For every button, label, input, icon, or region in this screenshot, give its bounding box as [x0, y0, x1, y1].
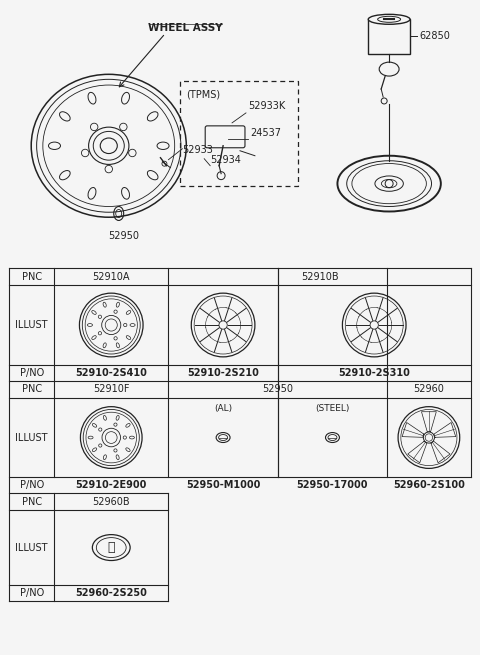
- Text: PNC: PNC: [22, 384, 42, 394]
- Text: 52910-2S310: 52910-2S310: [338, 368, 410, 378]
- Text: 52910B: 52910B: [301, 272, 338, 282]
- Text: ILLUST: ILLUST: [15, 542, 48, 553]
- Text: 52910-2S410: 52910-2S410: [75, 368, 147, 378]
- Text: 24537: 24537: [250, 128, 281, 138]
- Text: 52933K: 52933K: [248, 101, 285, 111]
- Text: WHEEL ASSY: WHEEL ASSY: [148, 24, 223, 33]
- Text: 52910-2S210: 52910-2S210: [187, 368, 259, 378]
- Text: 52950: 52950: [262, 384, 293, 394]
- Text: 52910A: 52910A: [93, 272, 130, 282]
- Text: 52910-2E900: 52910-2E900: [75, 480, 147, 491]
- Text: ILLUST: ILLUST: [15, 320, 48, 330]
- Text: 52960: 52960: [413, 384, 444, 394]
- Ellipse shape: [368, 14, 410, 24]
- Text: 52960B: 52960B: [93, 496, 130, 507]
- Text: 52960-2S250: 52960-2S250: [75, 588, 147, 598]
- Text: (STEEL): (STEEL): [315, 404, 349, 413]
- Text: P/NO: P/NO: [20, 588, 44, 598]
- Text: 𝐻: 𝐻: [108, 541, 115, 554]
- Text: 52960-2S100: 52960-2S100: [393, 480, 465, 491]
- Text: 52910F: 52910F: [93, 384, 130, 394]
- Text: (TPMS): (TPMS): [186, 89, 220, 99]
- Text: 52934: 52934: [210, 155, 241, 164]
- Text: P/NO: P/NO: [20, 368, 44, 378]
- Text: PNC: PNC: [22, 272, 42, 282]
- Text: 52950-17000: 52950-17000: [297, 480, 368, 491]
- Text: 62850: 62850: [419, 31, 450, 41]
- Text: 52933: 52933: [182, 145, 213, 155]
- Text: (AL): (AL): [214, 404, 232, 413]
- Bar: [368, 19, 410, 54]
- Text: 52950-M1000: 52950-M1000: [186, 480, 260, 491]
- Text: 52950: 52950: [108, 231, 139, 242]
- Text: PNC: PNC: [22, 496, 42, 507]
- Text: ILLUST: ILLUST: [15, 432, 48, 443]
- Text: P/NO: P/NO: [20, 480, 44, 491]
